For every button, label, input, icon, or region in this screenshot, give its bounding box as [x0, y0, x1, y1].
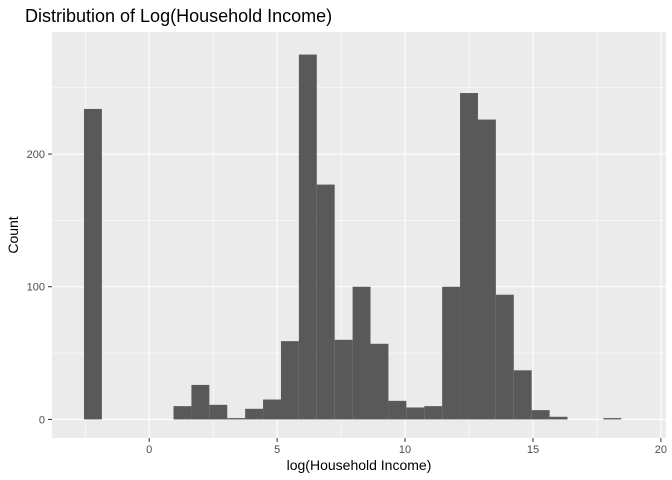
x-tick-label: 15 — [527, 444, 539, 456]
x-tick-label: 20 — [655, 444, 667, 456]
histogram-bar — [531, 410, 550, 420]
histogram-bar — [513, 370, 532, 420]
histogram-bar — [227, 418, 246, 420]
y-tick-label: 200 — [27, 149, 45, 161]
histogram-bar — [603, 418, 622, 420]
histogram-bar — [388, 400, 407, 420]
histogram-bar — [549, 416, 568, 420]
histogram-bar — [460, 93, 478, 420]
histogram-bar — [495, 294, 514, 420]
histogram-bar — [191, 384, 210, 420]
histogram-bar — [298, 54, 317, 420]
chart-title: Distribution of Log(Household Income) — [25, 6, 332, 26]
histogram-bar — [209, 404, 228, 420]
x-axis-title: log(Household Income) — [287, 457, 432, 473]
x-axis: 0 5 10 15 20 — [146, 438, 667, 456]
histogram-bar — [263, 399, 281, 420]
histogram-bar — [245, 408, 264, 420]
histogram-bar — [352, 286, 371, 420]
x-tick-label: 0 — [146, 444, 152, 456]
histogram-bar — [334, 339, 353, 420]
histogram-bar — [406, 407, 425, 420]
histogram-bar — [83, 108, 102, 420]
histogram-bar — [280, 341, 299, 420]
y-tick-label: 0 — [39, 414, 45, 426]
histogram-bar — [370, 343, 389, 420]
histogram-bar — [316, 184, 335, 420]
x-tick-label: 5 — [274, 444, 280, 456]
histogram-bar — [442, 286, 461, 420]
histogram-bars — [83, 54, 622, 420]
y-axis: 0 100 200 — [27, 149, 52, 426]
y-axis-title: Count — [5, 216, 21, 253]
histogram-bar — [424, 406, 443, 420]
histogram-bar — [173, 406, 192, 420]
y-tick-label: 100 — [27, 282, 45, 294]
x-tick-label: 10 — [399, 444, 411, 456]
histogram-bar — [477, 119, 496, 420]
